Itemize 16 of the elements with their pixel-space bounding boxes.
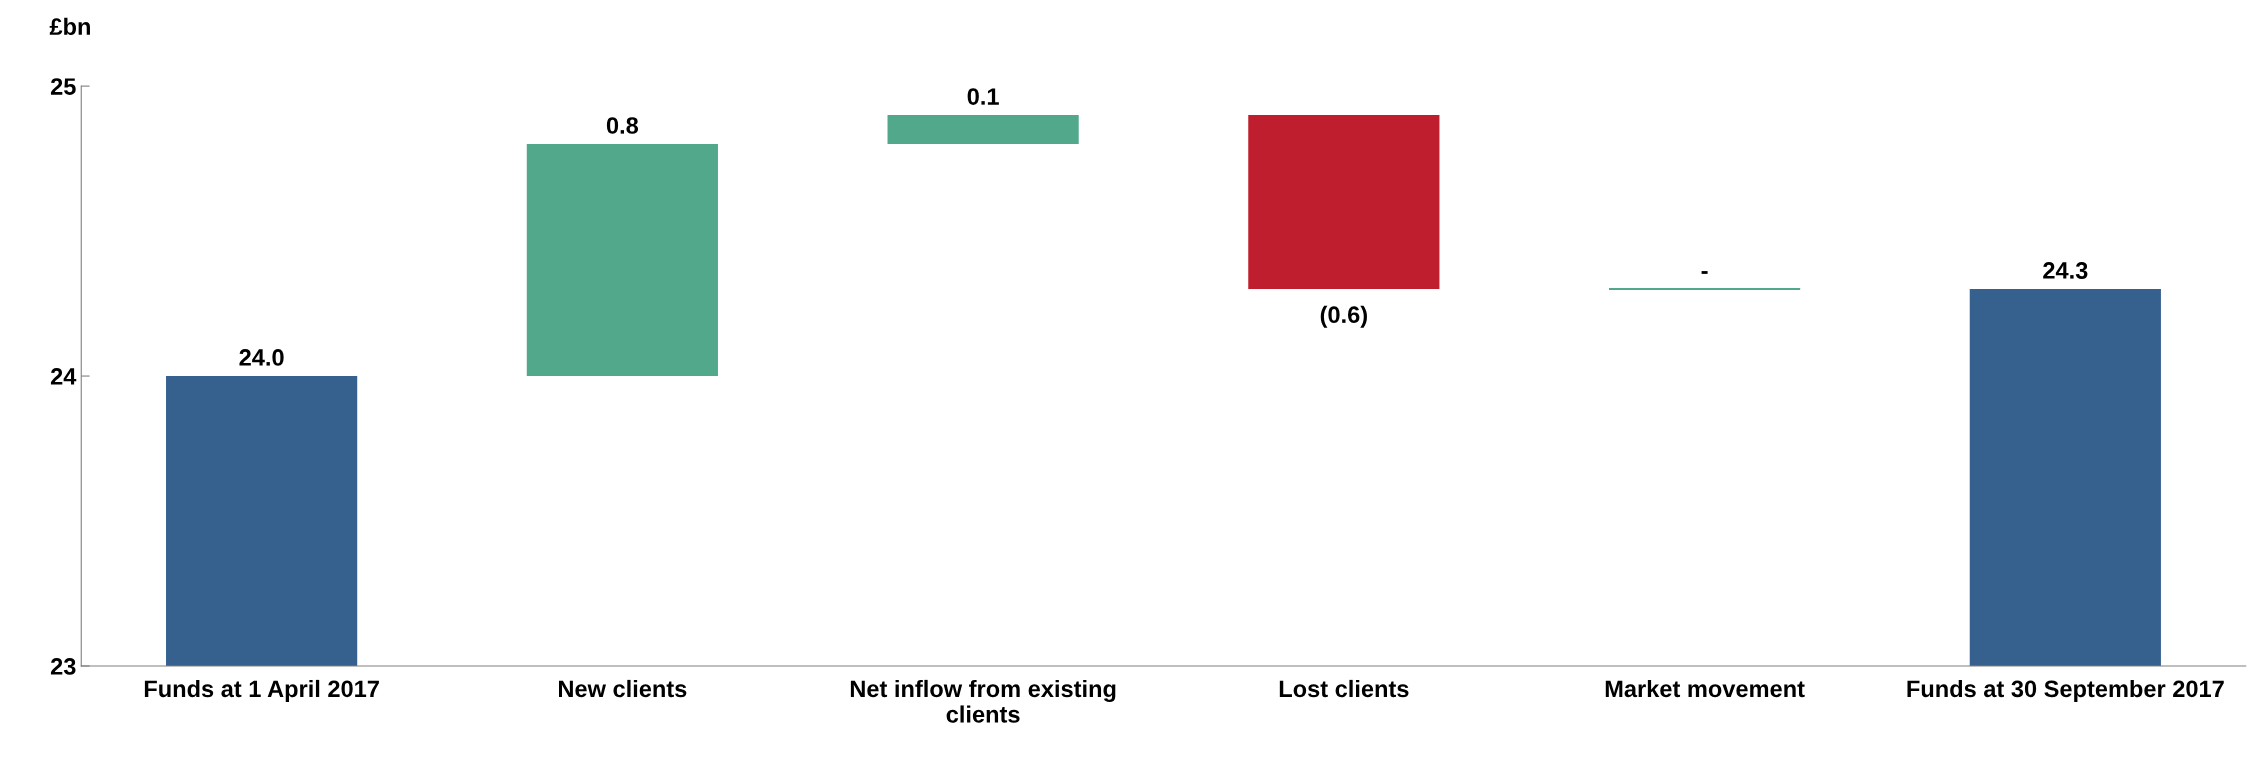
data-label: 0.8 bbox=[606, 117, 639, 134]
y-tick-label: 23 bbox=[50, 658, 76, 675]
data-label: 24.0 bbox=[239, 349, 284, 366]
data-label: - bbox=[1701, 271, 1708, 274]
x-tick-label: Funds at 30 September 2017 bbox=[1907, 679, 2224, 702]
data-label: 24.3 bbox=[2043, 262, 2088, 279]
x-tick-label: Lost clients bbox=[1279, 679, 1409, 698]
data-label: (0.6) bbox=[1320, 305, 1367, 328]
x-tick-label: Net inflow from existing clients bbox=[850, 679, 1116, 723]
x-tick-label: Market movement bbox=[1605, 679, 1805, 698]
y-tick-label: 25 bbox=[50, 78, 76, 95]
x-tick-label: Funds at 1 April 2017 bbox=[144, 679, 379, 702]
x-tick-label: New clients bbox=[559, 679, 687, 698]
y-tick-label: 24 bbox=[50, 368, 77, 385]
y-axis-title: £bn bbox=[49, 17, 90, 36]
data-label: 0.1 bbox=[967, 88, 999, 105]
